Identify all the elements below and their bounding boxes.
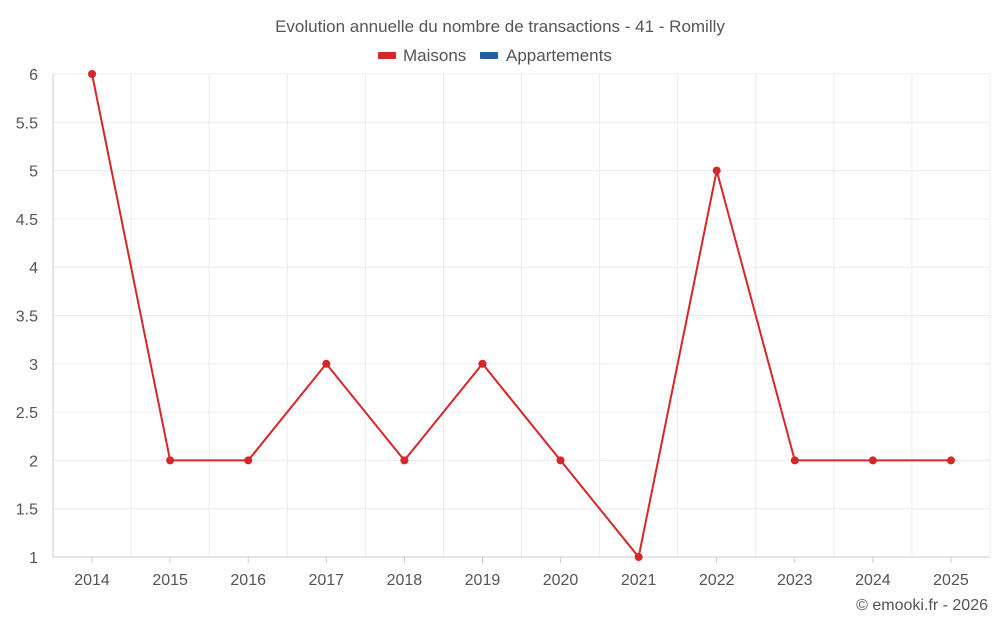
y-tick-label: 5	[29, 164, 38, 181]
y-tick-label: 5.5	[16, 115, 38, 132]
data-point[interactable]	[556, 456, 565, 465]
data-point[interactable]	[478, 359, 487, 368]
legend-label-appartements: Appartements	[506, 46, 612, 65]
data-point[interactable]	[712, 166, 721, 175]
y-tick-label: 6	[29, 67, 38, 84]
data-point[interactable]	[322, 359, 331, 368]
x-tick-label: 2014	[74, 572, 110, 589]
x-tick-label: 2025	[933, 572, 969, 589]
x-tick-label: 2015	[152, 572, 188, 589]
x-tick-label: 2018	[387, 572, 423, 589]
y-tick-label: 1.5	[16, 502, 38, 519]
data-point[interactable]	[400, 456, 409, 465]
y-tick-label: 2	[29, 453, 38, 470]
x-tick-label: 2024	[855, 572, 891, 589]
chart-title: Evolution annuelle du nombre de transact…	[275, 17, 725, 36]
y-tick-label: 3.5	[16, 309, 38, 326]
y-tick-label: 4	[29, 260, 38, 277]
series-maisons	[88, 70, 955, 561]
legend-swatch-appartements	[480, 52, 498, 59]
x-tick-label: 2020	[543, 572, 579, 589]
data-point[interactable]	[868, 456, 877, 465]
x-tick-label: 2016	[230, 572, 266, 589]
data-point[interactable]	[634, 553, 643, 561]
legend: Maisons Appartements	[378, 46, 612, 65]
legend-item-maisons[interactable]: Maisons	[378, 46, 466, 65]
x-tick-label: 2021	[621, 572, 657, 589]
legend-swatch-maisons	[378, 52, 396, 59]
series-line	[91, 73, 951, 558]
data-point[interactable]	[790, 456, 799, 465]
x-tick-label: 2023	[777, 572, 813, 589]
legend-label-maisons: Maisons	[403, 46, 466, 65]
footer-credit: © emooki.fr - 2026	[856, 597, 988, 614]
data-point[interactable]	[166, 456, 175, 465]
x-tick-label: 2019	[465, 572, 501, 589]
x-tick-label: 2017	[308, 572, 344, 589]
data-point[interactable]	[244, 456, 253, 465]
grid	[52, 73, 991, 558]
legend-item-appartements[interactable]: Appartements	[480, 46, 612, 65]
data-point[interactable]	[946, 456, 955, 465]
y-tick-label: 2.5	[16, 405, 38, 422]
y-tick-label: 4.5	[16, 212, 38, 229]
y-tick-label: 1	[29, 550, 38, 567]
x-tick-label: 2022	[699, 572, 735, 589]
data-point[interactable]	[88, 70, 97, 78]
y-axis: 1 1.5 2 2.5 3 3.5 4 4.5 5 5.5 6	[16, 67, 54, 567]
x-axis: 2014 2015 2016 2017 2018 2019 2020 2021 2022 2023…	[53, 556, 990, 589]
y-tick-label: 3	[29, 357, 38, 374]
